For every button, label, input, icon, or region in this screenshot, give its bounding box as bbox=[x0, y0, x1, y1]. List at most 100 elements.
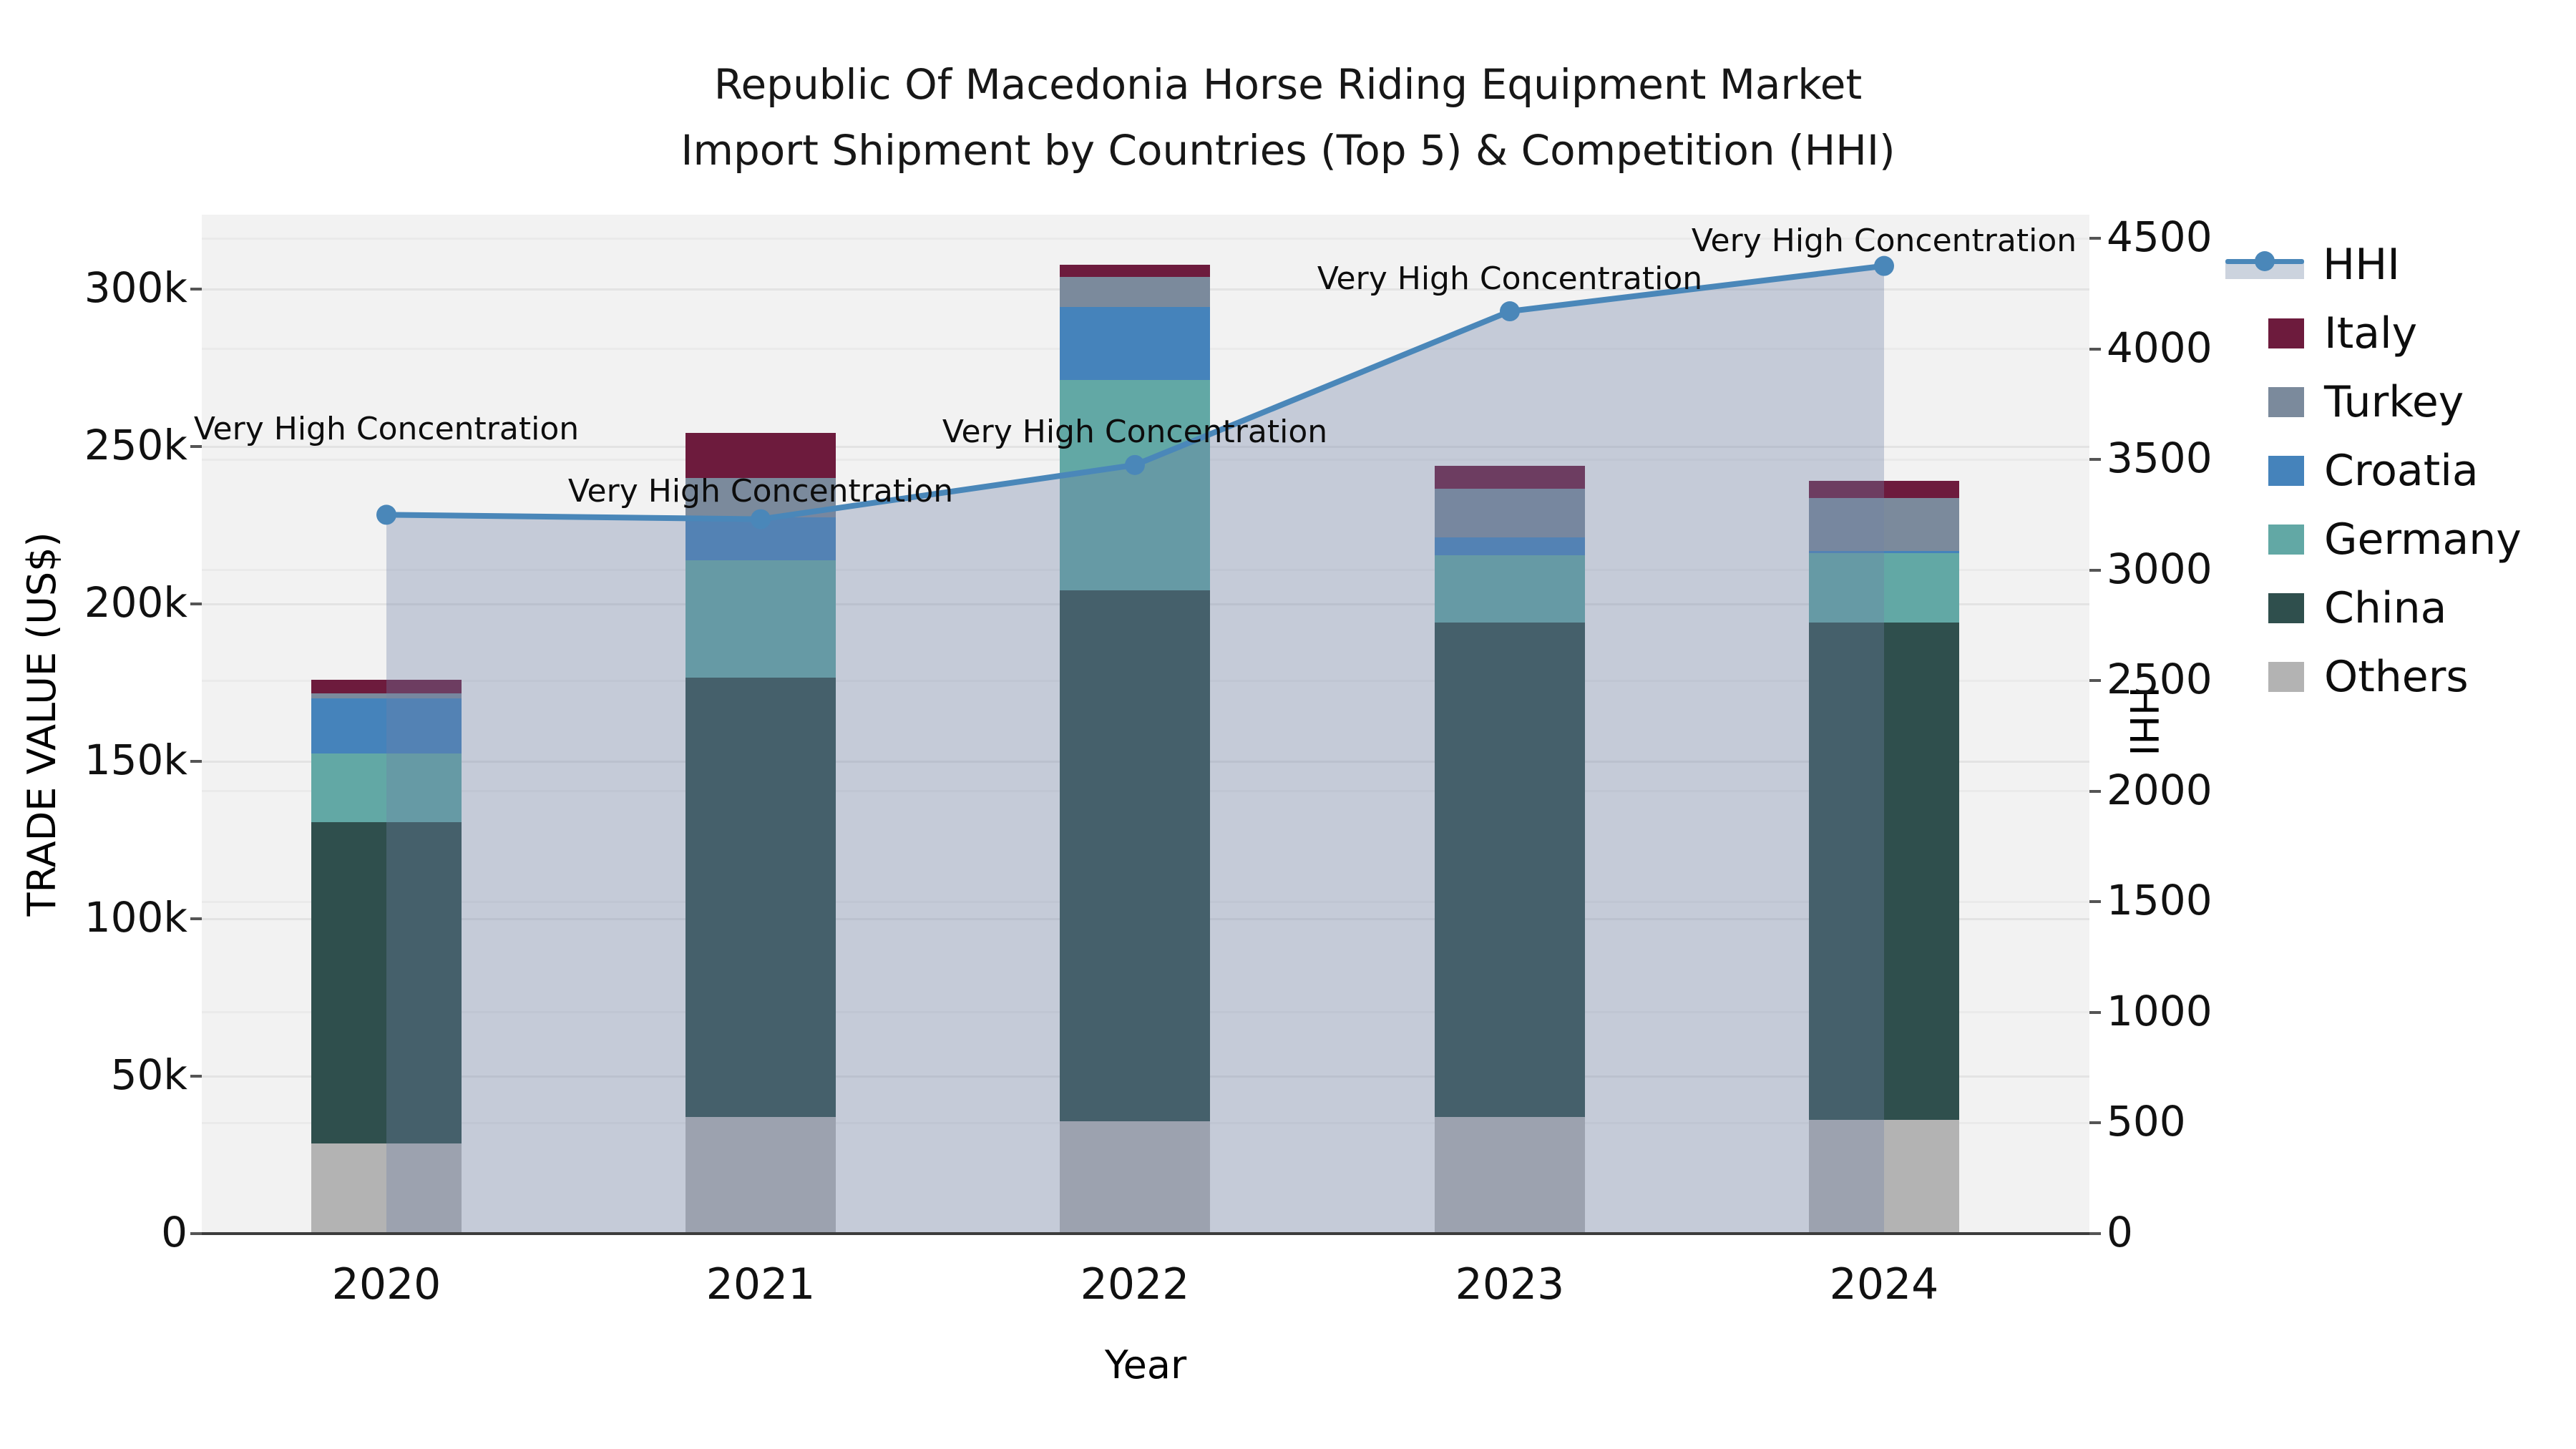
y-left-tickmark-150k bbox=[190, 760, 202, 763]
y-right-tickmark-0 bbox=[2089, 1232, 2101, 1235]
legend-swatch-china bbox=[2268, 593, 2304, 623]
bar-segment-china-2022 bbox=[1060, 590, 1210, 1122]
bar-segment-others-2021 bbox=[686, 1117, 836, 1234]
y-left-tickmark-100k bbox=[190, 917, 202, 920]
y-left-tickmark-200k bbox=[190, 602, 202, 605]
y-right-tickmark-1000 bbox=[2089, 1010, 2101, 1014]
bar-segment-croatia-2023 bbox=[1435, 537, 1585, 555]
bar-segment-china-2024 bbox=[1809, 622, 1959, 1121]
bar-segment-germany-2021 bbox=[686, 560, 836, 678]
legend-item-china: China bbox=[2225, 574, 2522, 643]
legend-swatch-italy bbox=[2268, 318, 2304, 348]
y-right-tick-2500: 2500 bbox=[2107, 655, 2212, 704]
legend-label-china: China bbox=[2324, 583, 2447, 633]
annotation-2021: Very High Concentration bbox=[567, 472, 954, 509]
y-axis-label-left: TRADE VALUE (US$) bbox=[19, 532, 64, 917]
y-left-tick-50k: 50k bbox=[110, 1050, 187, 1099]
x-tick-2023: 2023 bbox=[1455, 1259, 1565, 1309]
bar-segment-turkey-2020 bbox=[311, 693, 462, 699]
bar-segment-germany-2022 bbox=[1060, 380, 1210, 591]
x-axis-label: Year bbox=[1104, 1342, 1187, 1387]
y-right-tickmark-3500 bbox=[2089, 458, 2101, 462]
hhi-marker-2021 bbox=[751, 509, 771, 530]
bar-segment-others-2020 bbox=[311, 1143, 462, 1234]
legend-label-hhi: HHI bbox=[2323, 240, 2400, 290]
bar-segment-others-2022 bbox=[1060, 1121, 1210, 1234]
hhi-marker-2024 bbox=[1874, 255, 1894, 276]
bar-segment-italy-2024 bbox=[1809, 481, 1959, 499]
bar-segment-china-2020 bbox=[311, 822, 462, 1144]
legend-hhi-line-dot bbox=[2255, 251, 2275, 271]
plot-area: Very High Concentration Very High Concent… bbox=[194, 215, 2089, 1235]
bar-segment-italy-2020 bbox=[311, 680, 462, 693]
annotation-2022: Very High Concentration bbox=[942, 413, 1328, 450]
annotation-2020: Very High Concentration bbox=[193, 411, 580, 448]
x-axis-line bbox=[202, 1232, 2089, 1235]
legend-item-hhi: HHI bbox=[2225, 230, 2522, 299]
x-tick-2020: 2020 bbox=[331, 1259, 441, 1309]
y-right-tick-4000: 4000 bbox=[2107, 323, 2212, 372]
bar-segment-croatia-2024 bbox=[1809, 551, 1959, 553]
y-right-tick-3000: 3000 bbox=[2107, 544, 2212, 593]
y-left-tickmark-250k bbox=[190, 445, 202, 448]
y-right-tick-4500: 4500 bbox=[2107, 213, 2212, 261]
y-right-tickmark-4000 bbox=[2089, 347, 2101, 351]
annotation-2023: Very High Concentration bbox=[1317, 260, 1703, 297]
legend: HHI Italy Turkey Croatia Germany China Others bbox=[2225, 230, 2522, 711]
chart-title: Republic Of Macedonia Horse Riding Equip… bbox=[0, 52, 2576, 183]
bar-segment-germany-2020 bbox=[311, 753, 462, 823]
y-left-tick-250k: 250k bbox=[84, 421, 187, 469]
legend-label-others: Others bbox=[2324, 652, 2469, 702]
legend-item-germany: Germany bbox=[2225, 505, 2522, 574]
chart-title-line1: Republic Of Macedonia Horse Riding Equip… bbox=[713, 60, 1863, 109]
legend-swatch-others bbox=[2268, 662, 2304, 692]
bar-segment-germany-2023 bbox=[1435, 555, 1585, 623]
x-tick-2021: 2021 bbox=[706, 1259, 816, 1309]
legend-swatch-croatia bbox=[2268, 456, 2304, 486]
bar-segment-turkey-2023 bbox=[1435, 489, 1585, 537]
y-right-tickmark-2000 bbox=[2089, 789, 2101, 793]
y-left-tick-150k: 150k bbox=[84, 736, 187, 784]
chart-title-line2: Import Shipment by Countries (Top 5) & C… bbox=[680, 126, 1896, 175]
x-tick-2024: 2024 bbox=[1829, 1259, 1939, 1309]
x-tick-2022: 2022 bbox=[1080, 1259, 1190, 1309]
bar-segment-china-2021 bbox=[686, 677, 836, 1118]
y-left-tick-0: 0 bbox=[161, 1208, 187, 1257]
y-left-tickmark-0 bbox=[190, 1232, 202, 1235]
bar-segment-croatia-2022 bbox=[1060, 307, 1210, 381]
bar-segment-italy-2022 bbox=[1060, 265, 1210, 277]
hhi-marker-2023 bbox=[1500, 301, 1520, 322]
legend-hhi-line-sample bbox=[2225, 249, 2304, 280]
y-right-tickmark-1500 bbox=[2089, 900, 2101, 904]
legend-item-italy: Italy bbox=[2225, 299, 2522, 368]
y-right-tick-500: 500 bbox=[2107, 1097, 2186, 1146]
bar-segment-china-2023 bbox=[1435, 622, 1585, 1118]
bar-segment-germany-2024 bbox=[1809, 552, 1959, 623]
legend-label-turkey: Turkey bbox=[2324, 377, 2464, 427]
bar-segment-italy-2023 bbox=[1435, 465, 1585, 489]
y-right-tickmark-4500 bbox=[2089, 237, 2101, 240]
annotation-2024: Very High Concentration bbox=[1691, 222, 2077, 259]
bar-segment-turkey-2024 bbox=[1809, 498, 1959, 552]
y-right-tick-2000: 2000 bbox=[2107, 765, 2212, 814]
hhi-marker-2022 bbox=[1125, 454, 1145, 475]
hhi-line-layer bbox=[376, 255, 1894, 1234]
legend-label-germany: Germany bbox=[2324, 514, 2522, 565]
y-right-tick-3500: 3500 bbox=[2107, 434, 2212, 483]
legend-swatch-germany bbox=[2268, 525, 2304, 555]
y-right-tickmark-500 bbox=[2089, 1121, 2101, 1125]
y-left-tick-100k: 100k bbox=[84, 893, 187, 942]
bar-segment-others-2024 bbox=[1809, 1120, 1959, 1234]
y-right-tick-1000: 1000 bbox=[2107, 986, 2212, 1035]
legend-label-italy: Italy bbox=[2324, 308, 2418, 358]
y-left-tick-200k: 200k bbox=[84, 578, 187, 627]
bar-segment-turkey-2022 bbox=[1060, 276, 1210, 308]
bar-segment-others-2023 bbox=[1435, 1117, 1585, 1234]
y-axis-label-right: HHI bbox=[2121, 686, 2166, 756]
y-right-tickmark-2500 bbox=[2089, 679, 2101, 683]
legend-item-turkey: Turkey bbox=[2225, 368, 2522, 436]
legend-item-others: Others bbox=[2225, 643, 2522, 711]
y-right-tick-1500: 1500 bbox=[2107, 876, 2212, 925]
hhi-area-fill bbox=[386, 265, 1884, 1234]
